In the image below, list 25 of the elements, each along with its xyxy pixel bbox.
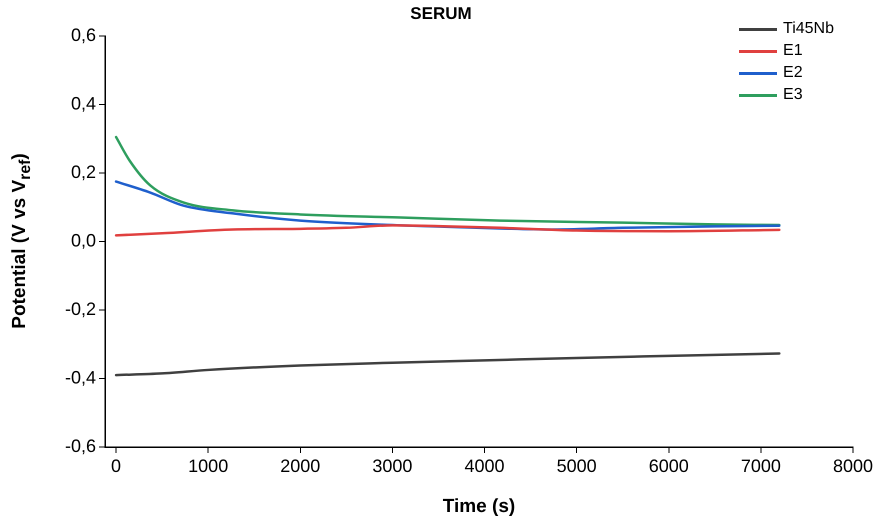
y-tick-label: 0,4 — [70, 93, 96, 114]
x-tick-label: 3000 — [372, 456, 412, 476]
x-tick-label: 8000 — [832, 456, 874, 476]
chart-title: SERUM — [410, 4, 472, 23]
y-tick-label: 0,0 — [70, 230, 96, 250]
x-tick-label: 6000 — [648, 456, 689, 476]
x-tick-label: 1000 — [188, 456, 228, 476]
x-tick-label: 7000 — [740, 456, 781, 476]
y-tick-label: -0,6 — [64, 436, 96, 456]
line-series — [114, 224, 781, 237]
y-tick-label: 0,6 — [70, 24, 96, 45]
legend-label: E2 — [783, 64, 803, 82]
x-tick-label: 2000 — [280, 456, 320, 476]
x-tick-label: 4000 — [464, 456, 505, 476]
y-tick-label: 0,2 — [70, 162, 96, 182]
line-series — [114, 352, 781, 376]
y-tick-label: -0,4 — [64, 367, 96, 388]
legend-label: Ti45Nb — [783, 20, 834, 38]
legend-label: E3 — [783, 86, 803, 104]
line-series — [114, 136, 781, 226]
x-tick-label: 5000 — [556, 456, 597, 476]
legend-label: E1 — [783, 42, 803, 60]
y-tick-label: -0,2 — [64, 298, 96, 319]
x-tick-label: 0 — [111, 456, 122, 476]
x-axis-title: Time (s) — [442, 496, 516, 518]
